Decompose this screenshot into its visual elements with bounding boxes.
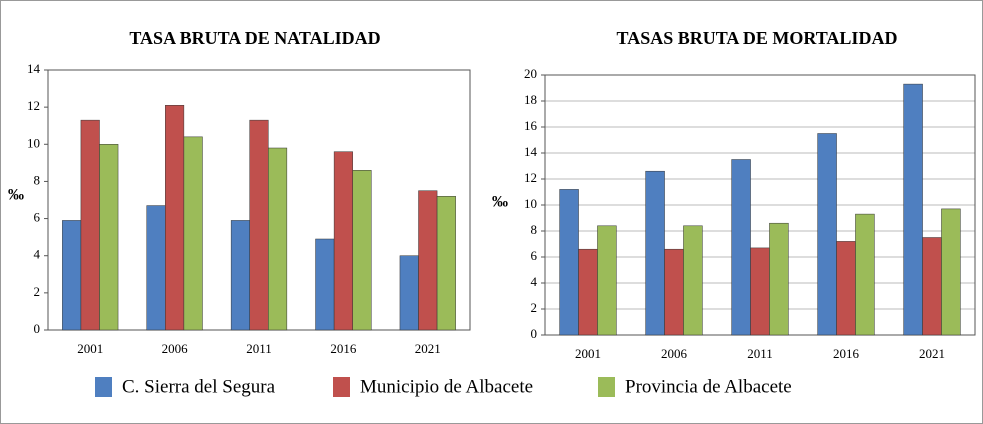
x-tick-label: 2016 xyxy=(330,341,357,356)
bar xyxy=(399,255,419,331)
bar xyxy=(683,225,703,336)
legend-swatch xyxy=(333,377,350,397)
y-tick-label: 8 xyxy=(34,172,41,187)
bar xyxy=(922,237,942,336)
x-tick-label: 2016 xyxy=(833,346,860,361)
bar xyxy=(249,119,269,331)
y-axis-label: ‰ xyxy=(492,194,508,211)
y-tick-label: 20 xyxy=(524,66,537,81)
x-tick-label: 2006 xyxy=(661,346,688,361)
bar xyxy=(352,170,372,331)
bar xyxy=(315,238,335,331)
y-axis-label: ‰ xyxy=(8,187,24,204)
bar xyxy=(750,247,770,336)
y-tick-label: 6 xyxy=(34,210,41,225)
y-tick-label: 6 xyxy=(531,248,538,263)
y-tick-label: 18 xyxy=(524,92,537,107)
bar xyxy=(183,136,203,331)
y-tick-label: 10 xyxy=(27,135,40,150)
bar xyxy=(578,248,598,336)
y-tick-label: 0 xyxy=(34,321,41,336)
x-tick-label: 2001 xyxy=(575,346,601,361)
bar xyxy=(941,208,961,336)
y-tick-label: 10 xyxy=(524,196,537,211)
y-tick-label: 8 xyxy=(531,222,538,237)
bar xyxy=(146,205,166,331)
bar xyxy=(597,225,617,336)
legend-swatch xyxy=(598,377,615,397)
y-tick-label: 14 xyxy=(524,144,538,159)
y-tick-label: 4 xyxy=(531,274,538,289)
legend-label: C. Sierra del Segura xyxy=(122,376,276,397)
bar xyxy=(769,222,789,336)
legend-label: Municipio de Albacete xyxy=(360,376,533,397)
bar xyxy=(559,189,579,336)
bar xyxy=(165,105,185,331)
y-tick-label: 2 xyxy=(531,300,538,315)
y-tick-label: 4 xyxy=(34,247,41,262)
y-tick-label: 16 xyxy=(524,118,538,133)
bar xyxy=(333,151,353,331)
bar xyxy=(268,147,288,331)
y-tick-label: 12 xyxy=(524,170,537,185)
x-tick-label: 2021 xyxy=(415,341,441,356)
bar xyxy=(855,213,875,336)
x-tick-label: 2011 xyxy=(747,346,773,361)
legend-label: Provincia de Albacete xyxy=(625,376,792,397)
bar xyxy=(80,119,100,331)
bar xyxy=(836,241,856,336)
y-tick-label: 14 xyxy=(27,61,41,76)
x-tick-label: 2021 xyxy=(919,346,945,361)
legend-swatch xyxy=(95,377,112,397)
bar xyxy=(436,196,456,331)
bar xyxy=(731,159,751,336)
bar xyxy=(903,83,923,336)
bar xyxy=(645,170,665,336)
bar xyxy=(99,144,119,331)
x-tick-label: 2006 xyxy=(162,341,189,356)
bar xyxy=(62,220,82,331)
y-tick-label: 0 xyxy=(531,326,538,341)
bar xyxy=(817,133,837,336)
x-tick-label: 2011 xyxy=(246,341,272,356)
bar xyxy=(418,190,438,331)
bar xyxy=(230,220,250,331)
chart-title: TASA BRUTA DE NATALIDAD xyxy=(129,28,380,48)
x-tick-label: 2001 xyxy=(77,341,103,356)
chart-title: TASAS BRUTA DE MORTALIDAD xyxy=(617,28,898,48)
y-tick-label: 12 xyxy=(27,98,40,113)
bar xyxy=(664,248,684,336)
y-tick-label: 2 xyxy=(34,284,41,299)
